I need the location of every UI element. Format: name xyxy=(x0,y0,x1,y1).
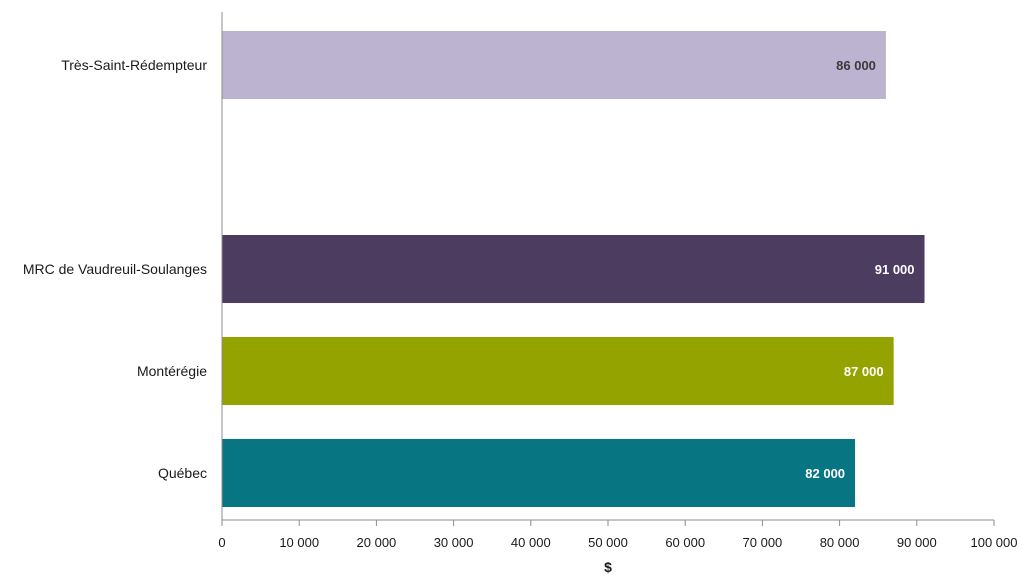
x-tick-label: 30 000 xyxy=(434,535,474,550)
bar-mrc-de-vaudreuil-soulanges xyxy=(222,235,925,303)
x-tick-label: 80 000 xyxy=(820,535,860,550)
category-labels-group: Très-Saint-Rédempteur MRC de Vaudreuil-So… xyxy=(23,57,208,481)
data-label-monteregie: 87 000 xyxy=(844,364,884,379)
data-label-mrc-de-vaudreuil-soulanges: 91 000 xyxy=(875,262,915,277)
bar-quebec xyxy=(222,439,856,507)
category-label-tres-saint-redempteur: Très-Saint-Rédempteur xyxy=(61,57,207,73)
x-tick-label: 0 xyxy=(218,535,225,550)
x-axis-title: $ xyxy=(604,559,612,575)
data-label-quebec: 82 000 xyxy=(805,466,845,481)
x-tick-label: 60 000 xyxy=(665,535,705,550)
category-label-quebec: Québec xyxy=(158,465,207,481)
x-tick-label: 90 000 xyxy=(897,535,937,550)
data-label-tres-saint-redempteur: 86 000 xyxy=(836,58,876,73)
x-tick-label: 10 000 xyxy=(279,535,319,550)
data-labels-group: 86 000 91 000 87 000 82 000 xyxy=(805,58,914,481)
bar-tres-saint-redempteur xyxy=(222,31,886,99)
x-tick-label: 40 000 xyxy=(511,535,551,550)
x-tick-label: 70 000 xyxy=(743,535,783,550)
x-tick-label: 100 000 xyxy=(971,535,1018,550)
x-ticks-group: 0 10 000 20 000 30 000 40 000 50 000 60 000 70 … xyxy=(218,520,1018,550)
bars-group xyxy=(222,31,925,507)
x-tick-label: 50 000 xyxy=(588,535,628,550)
bar-monteregie xyxy=(222,337,894,405)
x-tick-label: 20 000 xyxy=(357,535,397,550)
category-label-monteregie: Montérégie xyxy=(137,363,207,379)
category-label-mrc-de-vaudreuil-soulanges: MRC de Vaudreuil-Soulanges xyxy=(23,261,207,277)
